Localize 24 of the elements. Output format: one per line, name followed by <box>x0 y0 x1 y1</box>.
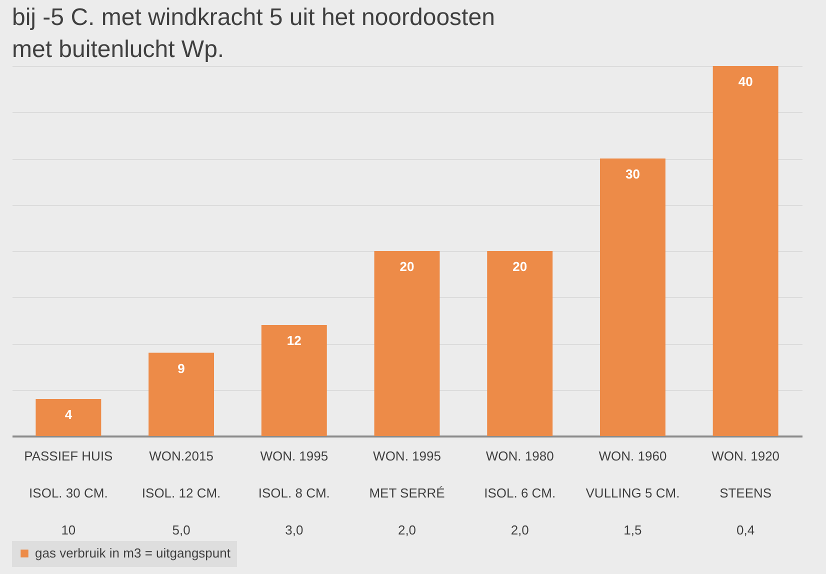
bar <box>374 251 440 436</box>
category-label: WON. 1995 MET SERRÉ 2,0 <box>369 448 445 538</box>
category-label: WON. 1980 ISOL. 6 CM. 2,0 <box>484 448 556 538</box>
category-label: WON. 1920 STEENS 0,4 <box>712 448 780 538</box>
bar <box>487 251 553 436</box>
category-label: WON.2015 ISOL. 12 CM. 5,0 <box>142 448 221 538</box>
data-label: 12 <box>286 333 302 348</box>
data-label: 9 <box>178 360 185 376</box>
bar <box>148 352 214 436</box>
text: met buitenlucht Wp. <box>12 36 224 63</box>
category-label: WON. 1960 VULLING 5 CM. 1,5 <box>586 448 680 538</box>
text: bij -5 C. met windkracht 5 uit het noordoosten <box>12 4 495 31</box>
bar <box>712 66 778 436</box>
category-label: WON. 1995 ISOL. 8 CM. 3,0 <box>258 448 330 538</box>
data-label: 40 <box>738 74 753 89</box>
data-label: 20 <box>512 259 528 274</box>
category-label: PASSIEF HUIS ISOL. 30 CM. 10 <box>24 448 113 538</box>
legend-label: gas verbruik in m3 = uitgangspunt <box>35 546 231 560</box>
data-label: 4 <box>64 407 73 422</box>
bar <box>261 325 327 436</box>
data-label: 30 <box>625 166 640 182</box>
bar <box>600 158 666 436</box>
bar <box>36 399 102 436</box>
data-label: 20 <box>400 259 414 274</box>
